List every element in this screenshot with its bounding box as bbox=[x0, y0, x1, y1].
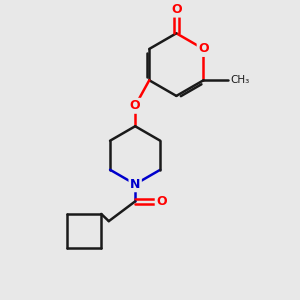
Text: O: O bbox=[130, 99, 140, 112]
Text: N: N bbox=[130, 178, 140, 191]
Text: CH₃: CH₃ bbox=[231, 75, 250, 85]
Text: O: O bbox=[198, 43, 209, 56]
Text: O: O bbox=[156, 195, 167, 208]
Text: O: O bbox=[171, 3, 182, 16]
